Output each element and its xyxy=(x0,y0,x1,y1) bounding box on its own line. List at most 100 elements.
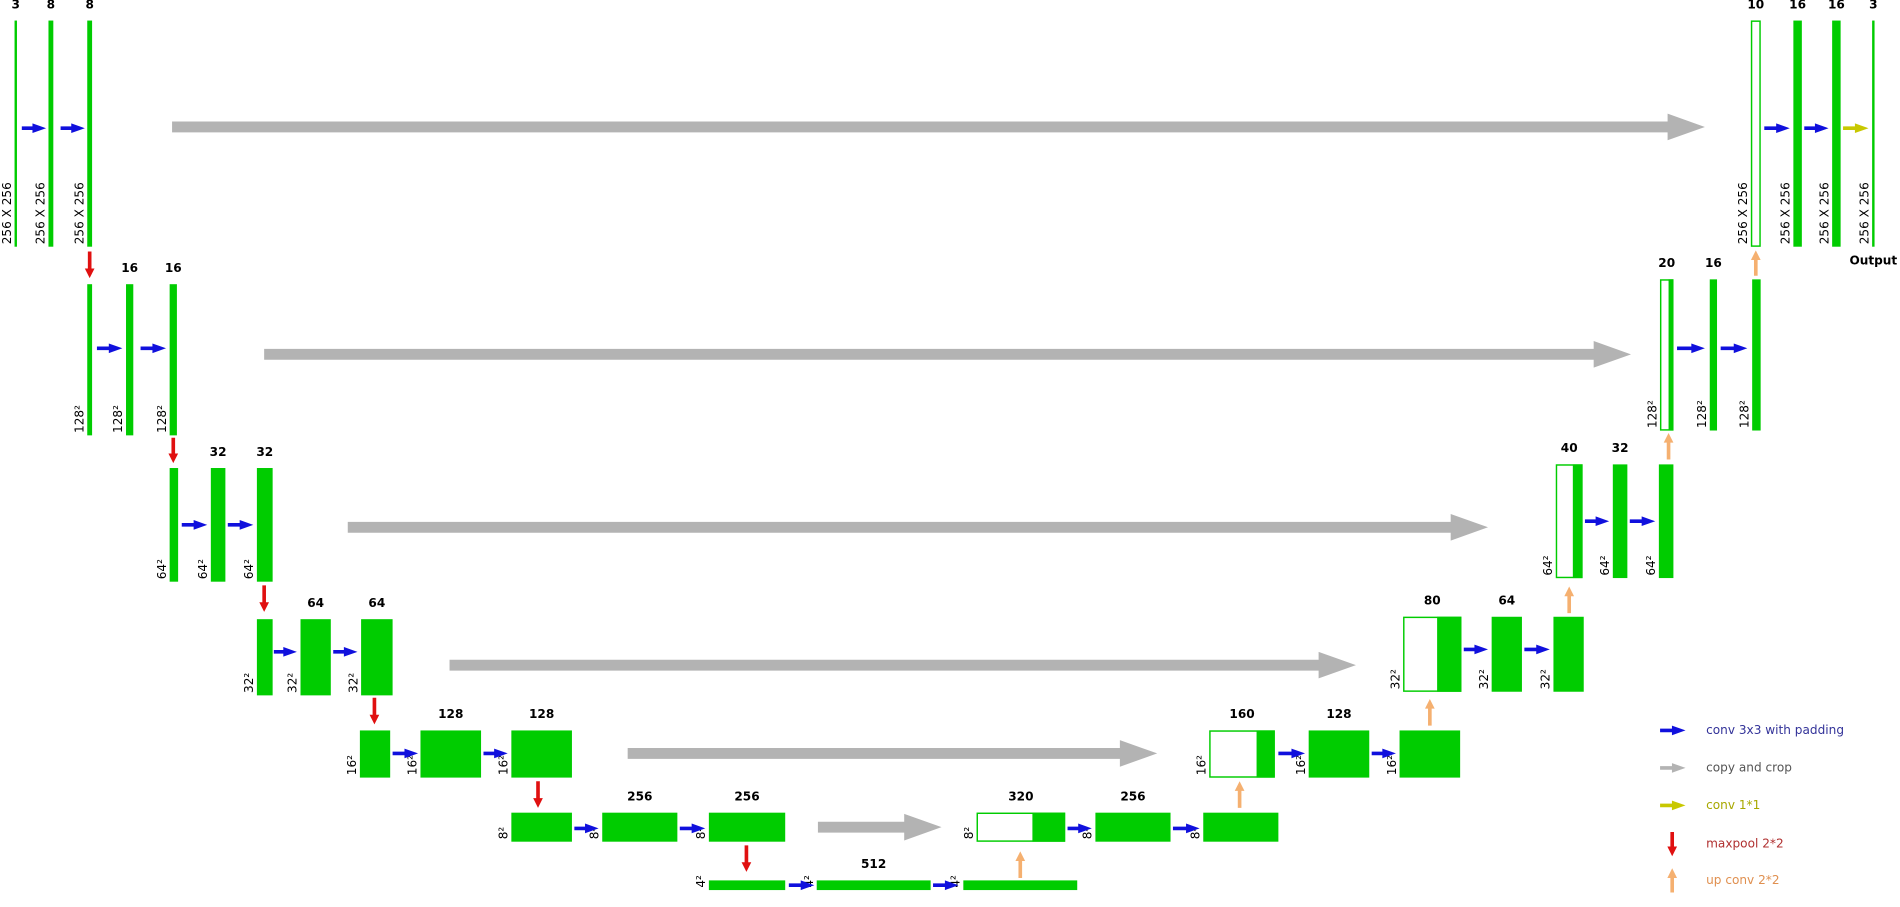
block xyxy=(1793,20,1802,247)
conv-arrow xyxy=(392,748,419,759)
channel-label: 8 xyxy=(85,0,93,11)
block xyxy=(1612,464,1628,579)
copy-arrow xyxy=(264,341,1631,368)
size-label: 16² xyxy=(497,755,511,775)
block xyxy=(708,880,786,891)
maxpool-arrow xyxy=(168,437,179,464)
conv-arrow xyxy=(1720,343,1748,354)
conv-arrow xyxy=(1067,823,1092,834)
conv-arrow xyxy=(21,123,47,134)
channel-label: 128 xyxy=(1326,707,1351,721)
size-label: 8² xyxy=(497,827,511,840)
block xyxy=(256,468,273,582)
conv-arrow xyxy=(1629,516,1656,527)
block xyxy=(1553,616,1584,692)
size-label: 32² xyxy=(1388,669,1402,689)
conv-arrow xyxy=(1677,343,1705,354)
conv-arrow xyxy=(60,123,85,134)
block xyxy=(1437,616,1462,692)
channel-label: 16 xyxy=(121,261,138,275)
block xyxy=(14,20,17,247)
size-label: 32² xyxy=(1477,669,1491,689)
block xyxy=(1032,812,1066,842)
size-label: 128² xyxy=(1737,400,1751,428)
size-label: 8² xyxy=(962,827,976,840)
size-label: 64² xyxy=(1644,555,1658,575)
conv-arrow xyxy=(227,520,254,530)
conv-arrow xyxy=(574,823,599,834)
channel-label: 10 xyxy=(1747,0,1764,11)
legend-icon xyxy=(1660,763,1686,773)
block xyxy=(48,20,54,247)
block xyxy=(1399,730,1461,778)
block xyxy=(126,284,134,436)
size-label: 256 X 256 xyxy=(1736,182,1750,244)
channel-label: 80 xyxy=(1424,594,1441,608)
copy-arrow xyxy=(347,513,1489,541)
legend-label: up conv 2*2 xyxy=(1706,873,1779,887)
maxpool-arrow xyxy=(369,697,380,725)
channel-label: 16 xyxy=(1828,0,1845,11)
size-label: 16² xyxy=(1385,755,1399,775)
conv-arrow xyxy=(1804,123,1829,134)
copy-arrow xyxy=(627,740,1158,767)
size-label: 4² xyxy=(694,875,708,888)
conv-arrow xyxy=(1463,644,1489,655)
conv-arrow xyxy=(1584,516,1610,527)
upconv-arrow xyxy=(1425,698,1435,726)
block xyxy=(1095,812,1171,842)
conv-arrow xyxy=(1371,748,1396,759)
block xyxy=(87,20,93,247)
legend-icon xyxy=(1667,868,1678,893)
legend-label: conv 1*1 xyxy=(1706,798,1760,812)
block xyxy=(1572,464,1583,579)
block xyxy=(300,619,331,696)
size-label: 128² xyxy=(111,405,125,433)
conv-arrow xyxy=(1764,123,1790,134)
block xyxy=(210,468,226,582)
size-label: 64² xyxy=(1541,555,1555,575)
upconv-arrow xyxy=(1663,432,1674,460)
size-label: 64² xyxy=(196,559,210,579)
block xyxy=(420,730,482,778)
size-label: 64² xyxy=(1598,555,1612,575)
block xyxy=(87,284,93,436)
size-label: 256 X 256 xyxy=(1857,182,1871,244)
channel-label: 256 xyxy=(627,789,652,803)
channel-label: 3 xyxy=(1869,0,1877,11)
channel-label: 128 xyxy=(529,707,554,721)
channel-label: 64 xyxy=(1498,594,1515,608)
conv-arrow xyxy=(1172,823,1200,834)
maxpool-arrow xyxy=(741,845,752,872)
block xyxy=(256,619,273,696)
channel-label: 3 xyxy=(12,0,20,11)
block xyxy=(1491,616,1522,692)
legend-icon xyxy=(1660,800,1686,811)
block xyxy=(1658,464,1674,579)
legend-icon xyxy=(1667,832,1678,857)
channel-label: 160 xyxy=(1229,707,1254,721)
size-label: 64² xyxy=(155,559,169,579)
maxpool-arrow xyxy=(84,251,95,279)
block xyxy=(1832,20,1841,247)
size-label: 256 X 256 xyxy=(0,182,14,244)
maxpool-arrow xyxy=(533,781,543,808)
channel-label: 32 xyxy=(210,445,227,459)
size-label: 64² xyxy=(242,559,256,579)
size-label: 16² xyxy=(345,755,359,775)
block xyxy=(1203,812,1279,842)
conv-arrow xyxy=(788,880,815,891)
legend-label: maxpool 2*2 xyxy=(1706,837,1784,851)
block xyxy=(816,880,931,891)
conv-arrow xyxy=(96,343,123,354)
channel-label: 64 xyxy=(307,596,324,610)
upconv-arrow xyxy=(1015,851,1026,878)
block xyxy=(602,812,678,842)
conv-arrow xyxy=(483,748,508,759)
block xyxy=(169,468,179,582)
block xyxy=(511,812,572,842)
size-label: 16² xyxy=(1294,755,1308,775)
size-label: 128² xyxy=(1645,400,1659,428)
block xyxy=(1752,279,1761,431)
